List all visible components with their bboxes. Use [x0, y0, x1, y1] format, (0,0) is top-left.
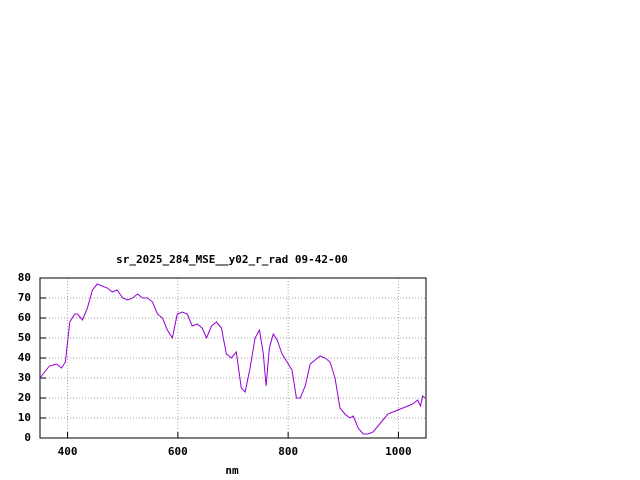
y-tick-label: 0: [24, 431, 31, 444]
y-tick-label: 70: [18, 291, 31, 304]
y-tick-label: 60: [18, 311, 31, 324]
y-tick-label: 50: [18, 331, 31, 344]
y-tick-label: 40: [18, 351, 31, 364]
y-tick-label: 80: [18, 271, 31, 284]
plot-frame: [39, 277, 427, 439]
data-line: [39, 283, 426, 435]
y-tick-label: 10: [18, 411, 31, 424]
chart-title: sr_2025_284_MSE__y02_r_rad 09-42-00: [116, 253, 348, 266]
x-axis-label: nm: [225, 464, 239, 477]
x-tick-label: 400: [58, 445, 78, 458]
y-tick-label: 20: [18, 391, 31, 404]
y-tick-label: 30: [18, 371, 31, 384]
x-tick-label: 1000: [385, 445, 412, 458]
x-tick-label: 800: [278, 445, 298, 458]
x-tick-label: 600: [168, 445, 188, 458]
